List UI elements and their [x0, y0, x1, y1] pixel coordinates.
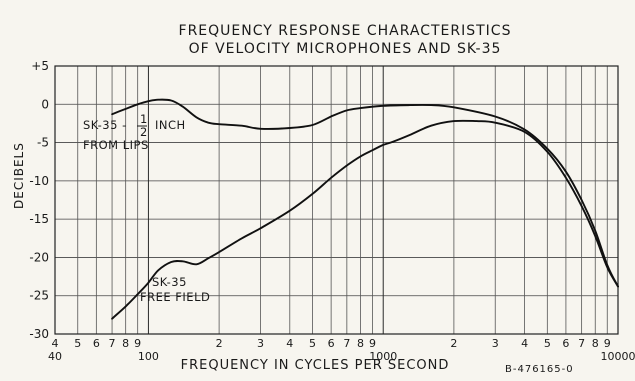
annotation-lips-tail: INCH	[155, 118, 186, 132]
x-tick-label-minor: 7	[578, 337, 585, 350]
annotation-free-field: SK-35 FREE FIELD	[140, 275, 210, 304]
x-tick-label-minor: 8	[122, 337, 129, 350]
annotation-free-line2: FREE FIELD	[140, 290, 210, 304]
x-tick-label-major: 10000	[601, 350, 635, 363]
y-tick-label: -20	[29, 250, 49, 264]
y-tick-label: 0	[41, 97, 49, 111]
y-tick-label: -5	[37, 136, 49, 150]
series-line-free-field	[111, 119, 619, 320]
x-tick-label-minor: 5	[74, 337, 81, 350]
series	[111, 98, 619, 320]
y-tick-label: +5	[31, 59, 49, 73]
annotation-lips: SK-35 - 1 2 INCH FROM LIPS	[83, 112, 186, 152]
x-tick-label-minor: 7	[109, 337, 116, 350]
chart-subtitle: OF VELOCITY MICROPHONES AND SK-35	[188, 41, 502, 57]
figure-id: B-476165-0	[505, 364, 574, 375]
y-tick-label: -30	[29, 327, 49, 341]
x-tick-label-minor: 7	[343, 337, 350, 350]
x-tick-label-minor: 5	[309, 337, 316, 350]
x-tick-label-minor: 9	[134, 337, 141, 350]
ticks: +50-5-10-15-20-25-304 5 6 7 8 9 2 3 4 5 6 7 8 9 2 3 4 5 6 7…	[29, 59, 635, 363]
annotation-lips-frac-den: 2	[140, 125, 148, 139]
annotation-free-line1: SK-35	[152, 275, 187, 289]
y-tick-label: -15	[29, 212, 49, 226]
x-tick-label-minor: 2	[216, 337, 223, 350]
annotation-lips-line2: FROM LIPS	[83, 138, 149, 152]
x-tick-label-minor: 6	[93, 337, 100, 350]
chart-title: FREQUENCY RESPONSE CHARACTERISTICS	[178, 23, 512, 39]
x-tick-label-major: 100	[138, 350, 159, 363]
x-tick-label-minor: 8	[592, 337, 599, 350]
x-axis-label: FREQUENCY IN CYCLES PER SECOND	[180, 358, 450, 373]
x-tick-label-minor: 4	[52, 337, 59, 350]
x-tick-label-minor: 2	[450, 337, 457, 350]
y-tick-label: -25	[29, 289, 49, 303]
annotation-lips-line1: SK-35 -	[83, 118, 127, 132]
y-tick-label: -10	[29, 174, 49, 188]
x-tick-label-major: 40	[48, 350, 62, 363]
x-tick-label-minor: 3	[257, 337, 264, 350]
series-line-from-lips	[111, 98, 619, 288]
x-tick-label-minor: 6	[562, 337, 569, 350]
x-tick-label-major: 1000	[369, 350, 397, 363]
x-tick-label-minor: 9	[369, 337, 376, 350]
plot-frame	[54, 65, 619, 335]
annotation-lips-frac-num: 1	[140, 112, 148, 126]
x-tick-label-minor: 4	[286, 337, 293, 350]
x-tick-label-minor: 9	[604, 337, 611, 350]
x-tick-label-minor: 4	[521, 337, 528, 350]
x-tick-label-minor: 5	[544, 337, 551, 350]
x-tick-label-minor: 8	[357, 337, 364, 350]
x-tick-label-minor: 3	[492, 337, 499, 350]
x-tick-label-minor: 6	[328, 337, 335, 350]
